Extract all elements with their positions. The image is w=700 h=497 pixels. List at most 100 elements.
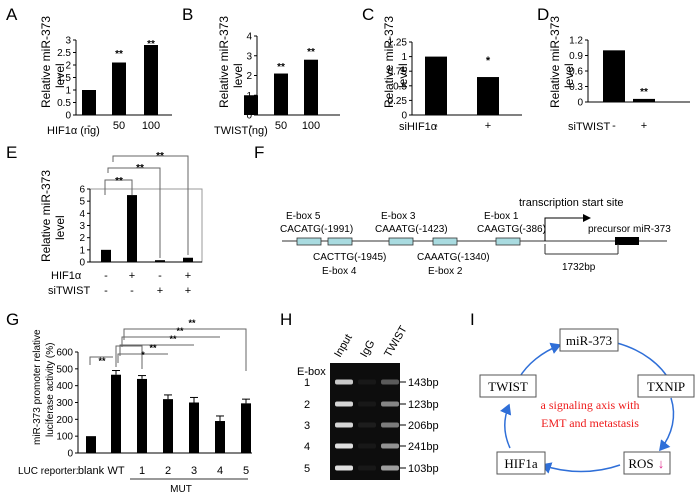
panel-b-ytick-label-3: 3 bbox=[246, 51, 252, 62]
panel-e-bar-3 bbox=[155, 260, 165, 262]
node-txnip: TXNIP bbox=[647, 379, 685, 394]
panel-e-row2-cell-2: - bbox=[130, 285, 134, 297]
ebox-3-seq: CAAATG(-1423) bbox=[375, 224, 448, 235]
panel-e-ytick-label-1: 1 bbox=[79, 245, 85, 256]
panel-g-ytick-label-2: 200 bbox=[56, 415, 73, 426]
ebox-1-seq: CAAGTG(-386) bbox=[477, 224, 546, 235]
panel-c-ytick-label-3: 0.75 bbox=[388, 67, 408, 78]
panel-e-ytick-label-4: 4 bbox=[79, 209, 85, 220]
panel-d-ytick-label-1: 0.3 bbox=[569, 82, 583, 93]
gel-band-r4-l3 bbox=[381, 443, 399, 449]
gel-bp-label-3: 206bp bbox=[408, 420, 439, 432]
panel-e-ylabel: Relative miR-373 level bbox=[39, 170, 67, 262]
panel-b-xlabel: TWIST(ng) bbox=[214, 125, 268, 137]
panel-letter-a: A bbox=[6, 5, 18, 24]
panel-c-bar-1 bbox=[425, 56, 447, 115]
panel-c-ytick-label-0: 0 bbox=[401, 111, 407, 122]
panel-g-reporter-label: LUC reporter: bbox=[18, 466, 79, 477]
ebox-5-box bbox=[296, 237, 322, 246]
tss-arrow-line bbox=[544, 217, 583, 241]
panel-a-chart: 0 0.51 1.52 2.53 - 50 100 bbox=[57, 36, 172, 132]
panel-letter-h: H bbox=[280, 310, 292, 329]
panel-h-gel: 1 143bp 2 123bp 3 206bp 4 241bp 5 103bp bbox=[304, 363, 439, 480]
gel-band-r3-l2 bbox=[358, 422, 376, 428]
gel-band-r1-l2 bbox=[358, 379, 376, 385]
node-twist: TWIST bbox=[488, 379, 528, 394]
gel-band-r4-l2 bbox=[358, 443, 376, 449]
panel-e-row1-cell-2: + bbox=[129, 270, 135, 282]
panel-g-bar-3 bbox=[137, 378, 147, 453]
panel-b-bar-3 bbox=[304, 59, 318, 115]
gel-row-num-1: 1 bbox=[304, 377, 310, 389]
panel-g-sig-2: * bbox=[141, 350, 145, 360]
panel-e-row2-cell-1: - bbox=[104, 285, 108, 297]
node-ros-box bbox=[623, 451, 671, 475]
svg-text:level: level bbox=[562, 63, 576, 88]
gel-row-num-3: 3 bbox=[304, 420, 310, 432]
ros-down-arrow: ↓ bbox=[658, 456, 665, 471]
gel-row-num-4: 4 bbox=[304, 441, 310, 453]
precursor-box bbox=[615, 237, 639, 245]
node-hif1a-box bbox=[496, 451, 546, 475]
panel-a-sig-1: ** bbox=[115, 49, 123, 60]
panel-g-sig-4: ** bbox=[169, 334, 177, 344]
panel-g-bar-2 bbox=[111, 374, 121, 453]
ebox-4-name: E-box 4 bbox=[322, 266, 357, 277]
panel-c-ylabel: Relative miR-373 level bbox=[382, 16, 410, 108]
panel-d-chart: 0 0.3 0.6 0.9 1.2 - + bbox=[569, 36, 690, 132]
node-ros: ROS bbox=[628, 456, 653, 471]
panel-g-chart: 0 100 200 300 400 500 600 blank WT 1 2 3 4 5 bbox=[56, 348, 252, 477]
svg-text:Relative miR-373: Relative miR-373 bbox=[39, 16, 53, 108]
gel-band-r1-l1 bbox=[335, 379, 353, 385]
panel-c-ytick-label-1: 0.25 bbox=[388, 96, 408, 107]
panel-g-ytick-label-4: 400 bbox=[56, 381, 73, 392]
panel-d-ytick-label-0: 0 bbox=[577, 98, 583, 109]
panel-g-ytick-label-1: 100 bbox=[56, 432, 73, 443]
node-mir373: miR-373 bbox=[566, 333, 612, 348]
panel-letter-d: D bbox=[537, 5, 549, 24]
panel-e-row2-cell-4: + bbox=[185, 285, 191, 297]
panel-letter-e: E bbox=[6, 143, 17, 162]
panel-a-ytick-label-6: 3 bbox=[65, 36, 71, 47]
panel-e-row1-cell-3: - bbox=[158, 270, 162, 282]
panel-b-xlabel-1: - bbox=[249, 120, 253, 132]
panel-d-ytick-label-4: 1.2 bbox=[569, 36, 583, 47]
arc-ros-to-hif bbox=[540, 462, 621, 474]
panel-g-xlabel-2: WT bbox=[107, 465, 124, 477]
panel-e-row1-cell-4: + bbox=[185, 270, 191, 282]
panel-a-ytick-label-2: 1 bbox=[65, 86, 71, 97]
panel-d-bar-2 bbox=[633, 98, 655, 102]
panel-g-bar-1 bbox=[86, 436, 96, 453]
svg-text:Relative miR-373: Relative miR-373 bbox=[548, 16, 562, 108]
panel-e-bar-1 bbox=[101, 249, 111, 262]
panel-a-ytick-label-1: 0.5 bbox=[57, 98, 71, 109]
panel-a-xlabel: HIF1α (ng) bbox=[47, 125, 100, 137]
gel-bp-label-4: 241bp bbox=[408, 441, 439, 453]
ebox-2-name: E-box 2 bbox=[428, 266, 463, 277]
panel-e-ytick-label-0: 0 bbox=[79, 258, 85, 269]
panel-g-xlabel-3: 1 bbox=[139, 465, 145, 477]
arc-txnip-to-ros bbox=[659, 397, 675, 452]
panel-e-row2-label: siTWIST bbox=[48, 285, 90, 297]
panel-d-ylabel: Relative miR-373 level bbox=[548, 16, 576, 108]
panel-g-sig-1: ** bbox=[98, 356, 106, 366]
panel-b-ytick-label-2: 2 bbox=[246, 71, 252, 82]
panel-g-ytick-label-5: 500 bbox=[56, 364, 73, 375]
ebox-1-name: E-box 1 bbox=[484, 211, 519, 222]
panel-c-chart: 0 0.25 0.5 0.75 1 1.25 - + bbox=[388, 38, 522, 132]
panel-d-xlabel-2: + bbox=[641, 120, 647, 132]
gel-band-r3-l1 bbox=[335, 422, 353, 428]
panel-d-xlabel-1: - bbox=[612, 120, 616, 132]
panel-g-ytick-label-0: 0 bbox=[67, 449, 73, 460]
panel-letter-c: C bbox=[362, 5, 374, 24]
gel-row-num-5: 5 bbox=[304, 463, 310, 475]
gel-band-r2-l1 bbox=[335, 401, 353, 407]
gel-band-r2-l3 bbox=[381, 401, 399, 407]
panel-letter-b: B bbox=[182, 5, 193, 24]
panel-c-ytick-label-2: 0.5 bbox=[393, 81, 407, 92]
ebox-5-name: E-box 5 bbox=[286, 211, 321, 222]
ebox-2-seq: CAAATG(-1340) bbox=[417, 252, 490, 263]
panel-b-ytick-label-4: 4 bbox=[246, 32, 252, 43]
